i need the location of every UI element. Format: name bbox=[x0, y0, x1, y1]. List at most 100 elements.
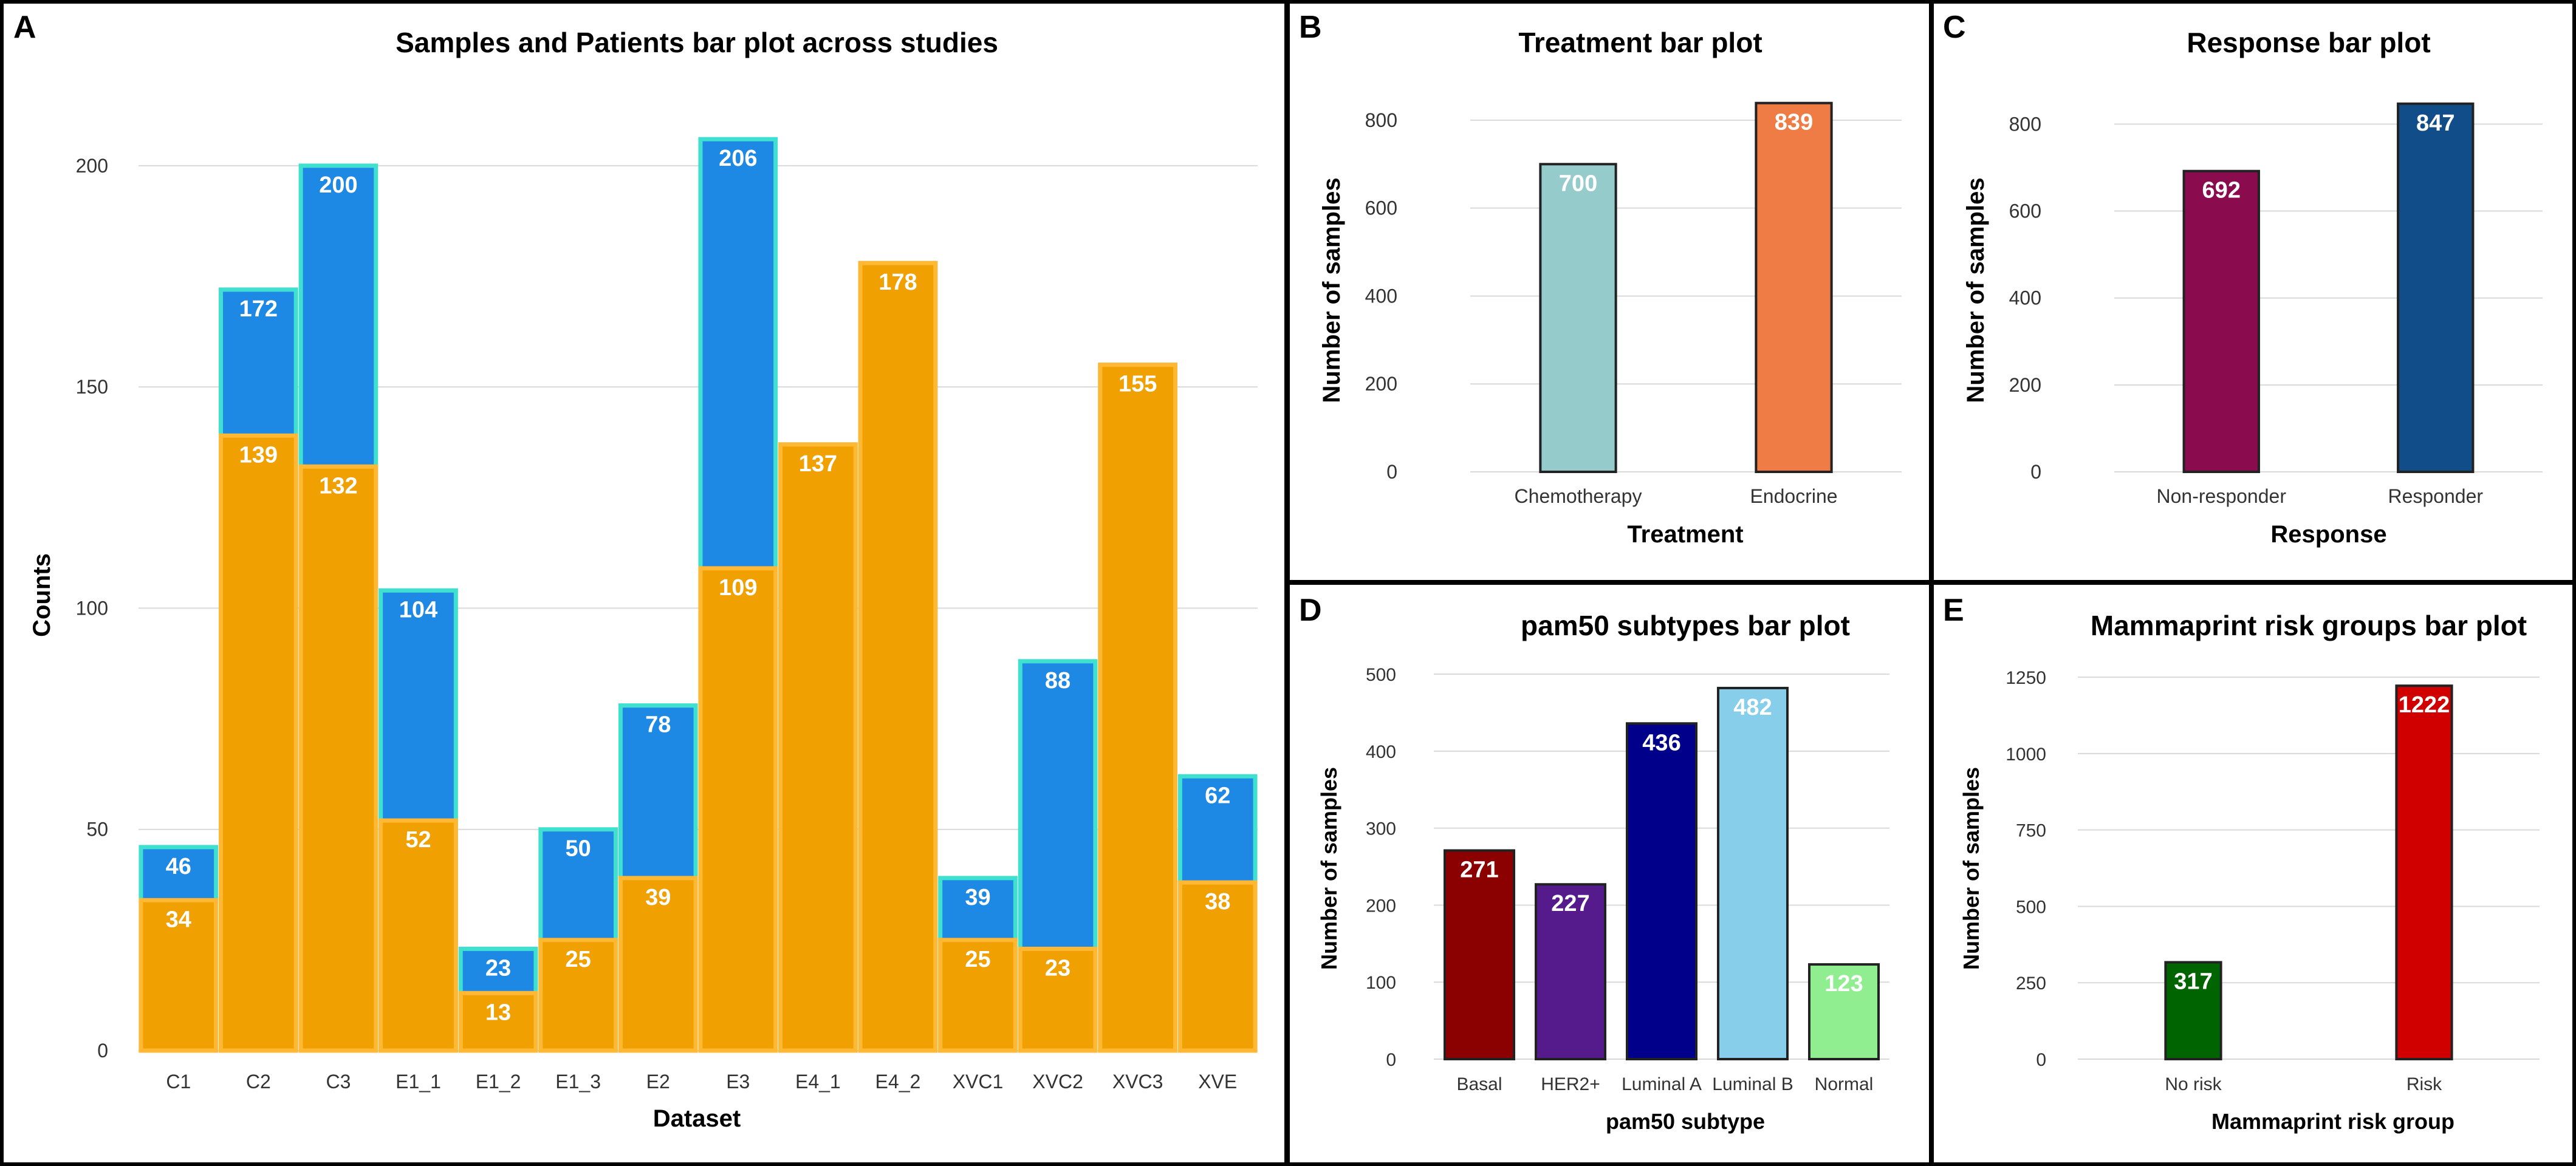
panel-d-data-label: 123 bbox=[1824, 971, 1863, 997]
panel-a-bar bbox=[298, 464, 379, 1053]
panel-b-bar bbox=[1539, 163, 1617, 473]
panel-a-bar bbox=[618, 876, 698, 1053]
panel-c-bar bbox=[2397, 102, 2475, 473]
panel-e-x-tick-label: Risk bbox=[2406, 1074, 2442, 1094]
panel-d-data-label: 482 bbox=[1733, 695, 1772, 720]
panel-d-y-tick-label: 0 bbox=[1386, 1050, 1396, 1070]
panel-e-grid bbox=[2078, 677, 2540, 1060]
panel-d-y-tick-label: 500 bbox=[1366, 665, 1396, 685]
panel-a-letter: A bbox=[13, 10, 36, 45]
panel-e-y-tick-label: 1000 bbox=[2006, 745, 2046, 765]
panel-a-bar bbox=[938, 938, 1018, 1053]
panel-a-data-label: 34 bbox=[166, 907, 191, 932]
panel-d-y-tick-label: 200 bbox=[1366, 896, 1396, 916]
panel-b-y-tick-label: 0 bbox=[1386, 461, 1397, 483]
panel-d-bar bbox=[1808, 963, 1880, 1061]
panel-d-data-label: 271 bbox=[1460, 857, 1498, 882]
panel-d-x-tick-label: Luminal B bbox=[1712, 1074, 1793, 1094]
panel-a-bar bbox=[858, 261, 938, 1053]
panel-d-y-tick-label: 300 bbox=[1366, 819, 1396, 839]
panel-a-bar bbox=[698, 566, 778, 1053]
panel-e-y-tick-label: 0 bbox=[2036, 1050, 2046, 1070]
panel-d-ylabel: Number of samples bbox=[1317, 767, 1341, 970]
panel-e-title: Mammaprint risk groups bar plot bbox=[2091, 610, 2527, 641]
panel-c-x-tick-label: Responder bbox=[2388, 485, 2483, 507]
panel-d-x-tick-label: Basal bbox=[1456, 1074, 1502, 1094]
panel-a-bar bbox=[1098, 363, 1177, 1053]
panel-b-y-tick-label: 600 bbox=[1365, 197, 1397, 219]
panel-a-bar bbox=[219, 433, 298, 1053]
panel-a-data-label: 109 bbox=[719, 575, 757, 601]
panel-a-x-tick-label: E1_1 bbox=[396, 1071, 441, 1093]
panel-d-bar bbox=[1535, 883, 1606, 1061]
panel-a-data-label: 50 bbox=[566, 836, 591, 862]
panel-a-data-label: 23 bbox=[1045, 955, 1070, 981]
panel-a-x-tick-label: E4_1 bbox=[795, 1071, 841, 1093]
panel-a-y-tick-label: 50 bbox=[86, 819, 108, 840]
panel-c-y-tick-label: 400 bbox=[2009, 287, 2041, 309]
panel-e-xlabel: Mammaprint risk group bbox=[2211, 1109, 2454, 1134]
panel-b-data-label: 839 bbox=[1775, 110, 1813, 135]
panel-a-data-label: 39 bbox=[645, 885, 671, 910]
panel-a-x-tick-label: C3 bbox=[326, 1071, 351, 1093]
panel-d-data-label: 227 bbox=[1551, 891, 1589, 916]
panel-b-y-tick-label: 400 bbox=[1365, 285, 1397, 307]
panel-e-y-tick-label: 1250 bbox=[2006, 668, 2046, 688]
panel-c-letter: C bbox=[1943, 10, 1966, 45]
panel-a-data-label: 13 bbox=[485, 1000, 511, 1025]
panel-d-bar bbox=[1717, 686, 1789, 1060]
panel-d-y-tick-label: 400 bbox=[1366, 742, 1396, 762]
panel-a-x-tick-label: C1 bbox=[166, 1071, 191, 1093]
panel-b-x-tick-label: Chemotherapy bbox=[1515, 485, 1642, 507]
panel-d-y-tick-label: 100 bbox=[1366, 973, 1396, 993]
panel-a-data-label: 206 bbox=[719, 146, 757, 171]
panel-a-data-label: 46 bbox=[166, 854, 191, 879]
panel-a-data-label: 23 bbox=[485, 955, 511, 981]
panel-a-data-label: 104 bbox=[399, 597, 437, 622]
panel-a-data-label: 132 bbox=[319, 473, 357, 499]
panel-c-x-tick-label: Non-responder bbox=[2157, 485, 2287, 507]
panel-a-bar bbox=[458, 990, 538, 1053]
panel-c-y-tick-label: 200 bbox=[2009, 374, 2041, 396]
panel-a-y-tick-label: 200 bbox=[76, 155, 108, 177]
panel-a-data-label: 25 bbox=[965, 947, 990, 972]
panel-e-y-tick-label: 500 bbox=[2016, 897, 2046, 917]
panel-a-data-label: 88 bbox=[1045, 668, 1070, 694]
panel-a-bar bbox=[538, 938, 618, 1053]
panel-e-border bbox=[1930, 581, 2576, 1166]
panel-a-data-label: 25 bbox=[566, 947, 591, 972]
panel-e-data-label: 1222 bbox=[2399, 692, 2450, 718]
panel-e-ylabel: Number of samples bbox=[1959, 767, 1984, 970]
panel-d-bar bbox=[1626, 722, 1697, 1061]
panel-d-x-tick-label: Normal bbox=[1815, 1074, 1874, 1094]
panel-a-x-tick-label: E1_2 bbox=[476, 1071, 521, 1093]
panel-d-title: pam50 subtypes bar plot bbox=[1521, 610, 1850, 641]
panel-a-bar bbox=[379, 818, 458, 1053]
panel-a-y-tick-label: 0 bbox=[97, 1040, 108, 1062]
panel-b-xlabel: Treatment bbox=[1627, 521, 1743, 548]
panel-a-x-tick-label: E2 bbox=[646, 1071, 670, 1093]
panel-e-y-tick-label: 750 bbox=[2016, 821, 2046, 841]
panel-c-bar bbox=[2182, 169, 2260, 473]
panel-a-x-tick-label: XVC1 bbox=[953, 1071, 1004, 1093]
panel-d: D pam50 subtypes bar plot Number of samp… bbox=[1299, 593, 1889, 1134]
panel-b-ylabel: Number of samples bbox=[1318, 177, 1345, 403]
panel-a-data-label: 139 bbox=[239, 442, 278, 468]
panel-e-bar bbox=[2395, 684, 2453, 1060]
panel-a-bar bbox=[1177, 880, 1258, 1053]
panel-d-bar bbox=[1444, 849, 1515, 1061]
panel-a-x-tick-label: XVE bbox=[1198, 1071, 1237, 1093]
panel-a-xlabel: Dataset bbox=[653, 1105, 741, 1132]
panel-e: E Mammaprint risk groups bar plot Number… bbox=[1943, 593, 2540, 1134]
panel-c-ylabel: Number of samples bbox=[1962, 177, 1989, 403]
panel-a-data-label: 155 bbox=[1118, 372, 1157, 397]
panel-e-y-tick-label: 250 bbox=[2016, 973, 2046, 994]
panel-a-data-label: 38 bbox=[1205, 889, 1230, 915]
panel-e-letter: E bbox=[1943, 593, 1964, 628]
panel-b-x-tick-label: Endocrine bbox=[1750, 485, 1837, 507]
panel-b-data-label: 700 bbox=[1559, 171, 1597, 196]
panel-b-title: Treatment bar plot bbox=[1518, 27, 1762, 58]
panel-a-title: Samples and Patients bar plot across stu… bbox=[396, 27, 998, 58]
panel-a-data-label: 178 bbox=[879, 270, 917, 295]
